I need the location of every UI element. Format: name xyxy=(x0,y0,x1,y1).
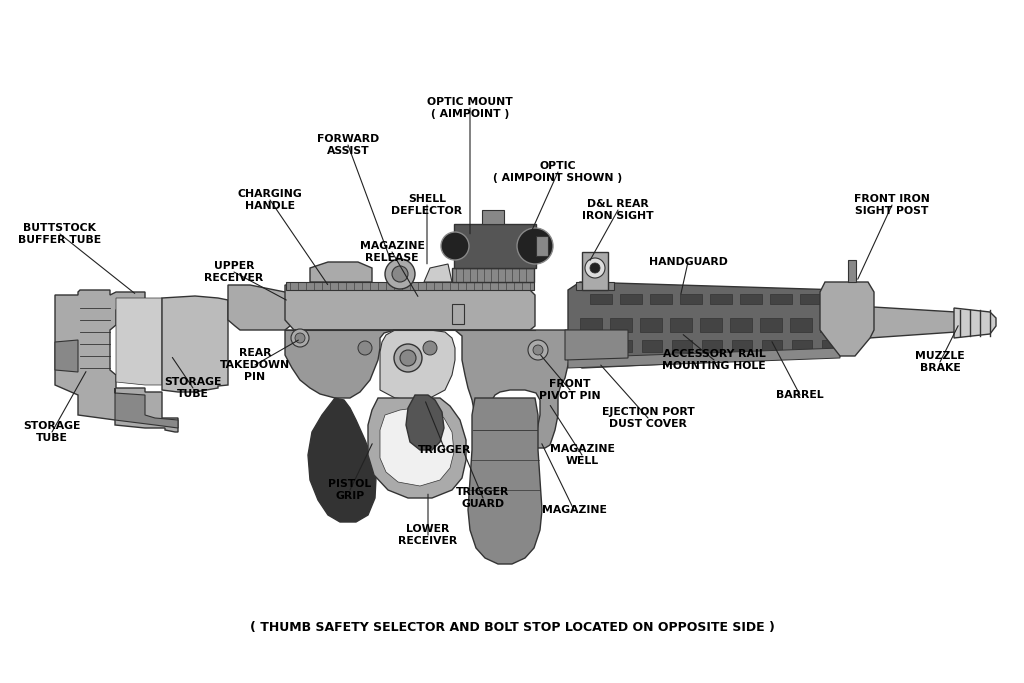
Bar xyxy=(536,236,548,256)
Polygon shape xyxy=(162,296,228,392)
Polygon shape xyxy=(285,285,535,330)
Polygon shape xyxy=(670,318,692,332)
Text: MUZZLE
BRAKE: MUZZLE BRAKE xyxy=(915,351,965,373)
Circle shape xyxy=(441,232,469,260)
Text: MAGAZINE: MAGAZINE xyxy=(542,505,606,515)
Polygon shape xyxy=(790,318,812,332)
Polygon shape xyxy=(610,318,632,332)
Polygon shape xyxy=(424,264,452,282)
Text: FRONT
PIVOT PIN: FRONT PIVOT PIN xyxy=(540,379,601,401)
Polygon shape xyxy=(762,340,782,352)
Text: BARREL: BARREL xyxy=(776,390,824,400)
Text: MAGAZINE
RELEASE: MAGAZINE RELEASE xyxy=(359,241,424,263)
Polygon shape xyxy=(285,330,570,448)
Polygon shape xyxy=(710,294,732,304)
Polygon shape xyxy=(650,294,672,304)
Circle shape xyxy=(400,350,416,366)
Text: ACCESSORY RAIL
MOUNTING HOLE: ACCESSORY RAIL MOUNTING HOLE xyxy=(663,349,766,371)
Polygon shape xyxy=(380,408,454,486)
Circle shape xyxy=(528,340,548,360)
Polygon shape xyxy=(792,340,812,352)
Polygon shape xyxy=(452,268,534,282)
Polygon shape xyxy=(55,340,78,372)
Text: STORAGE
TUBE: STORAGE TUBE xyxy=(164,377,221,399)
Text: PISTOL
GRIP: PISTOL GRIP xyxy=(329,479,372,501)
Polygon shape xyxy=(286,282,534,290)
Bar xyxy=(482,210,504,224)
Text: FORWARD
ASSIST: FORWARD ASSIST xyxy=(316,134,379,156)
Circle shape xyxy=(585,258,605,278)
Polygon shape xyxy=(568,348,840,368)
Polygon shape xyxy=(228,285,295,330)
Bar xyxy=(452,304,464,324)
Polygon shape xyxy=(115,388,178,428)
Text: MAGAZINE
WELL: MAGAZINE WELL xyxy=(550,444,614,466)
Polygon shape xyxy=(310,262,372,282)
Text: ( THUMB SAFETY SELECTOR AND BOLT STOP LOCATED ON OPPOSITE SIDE ): ( THUMB SAFETY SELECTOR AND BOLT STOP LO… xyxy=(250,622,774,635)
Bar xyxy=(848,260,856,282)
Circle shape xyxy=(423,341,437,355)
Polygon shape xyxy=(590,294,612,304)
Text: TRIGGER: TRIGGER xyxy=(419,445,472,455)
Circle shape xyxy=(534,345,543,355)
Circle shape xyxy=(517,228,553,264)
Circle shape xyxy=(295,333,305,343)
Text: UPPER
RECEIVER: UPPER RECEIVER xyxy=(205,261,263,283)
Text: FRONT IRON
SIGHT POST: FRONT IRON SIGHT POST xyxy=(854,194,930,216)
Polygon shape xyxy=(840,305,956,340)
Polygon shape xyxy=(732,340,752,352)
Polygon shape xyxy=(640,318,662,332)
Circle shape xyxy=(291,329,309,347)
Polygon shape xyxy=(454,224,536,268)
Polygon shape xyxy=(702,340,722,352)
Polygon shape xyxy=(612,340,632,352)
Polygon shape xyxy=(820,318,842,332)
Text: STORAGE
TUBE: STORAGE TUBE xyxy=(24,421,81,443)
Text: OPTIC
( AIMPOINT SHOWN ): OPTIC ( AIMPOINT SHOWN ) xyxy=(494,161,623,183)
Circle shape xyxy=(358,341,372,355)
Polygon shape xyxy=(468,398,542,564)
Polygon shape xyxy=(380,330,455,400)
Text: EJECTION PORT
DUST COVER: EJECTION PORT DUST COVER xyxy=(602,407,694,429)
Circle shape xyxy=(392,266,408,282)
Polygon shape xyxy=(575,282,614,290)
Text: BUTTSTOCK
BUFFER TUBE: BUTTSTOCK BUFFER TUBE xyxy=(18,223,101,245)
Polygon shape xyxy=(368,398,466,498)
Circle shape xyxy=(394,344,422,372)
Polygon shape xyxy=(760,318,782,332)
Polygon shape xyxy=(116,298,162,385)
Polygon shape xyxy=(582,252,608,290)
Polygon shape xyxy=(830,294,852,304)
Polygon shape xyxy=(954,308,996,338)
Text: CHARGING
HANDLE: CHARGING HANDLE xyxy=(238,189,302,211)
Polygon shape xyxy=(308,398,376,522)
Polygon shape xyxy=(700,318,722,332)
Polygon shape xyxy=(800,294,822,304)
Text: SHELL
DEFLECTOR: SHELL DEFLECTOR xyxy=(391,194,463,216)
Polygon shape xyxy=(820,282,874,356)
Polygon shape xyxy=(672,340,692,352)
Text: D&L REAR
IRON SIGHT: D&L REAR IRON SIGHT xyxy=(583,199,653,221)
Polygon shape xyxy=(580,318,602,332)
Text: HANDGUARD: HANDGUARD xyxy=(648,257,727,267)
Text: OPTIC MOUNT
( AIMPOINT ): OPTIC MOUNT ( AIMPOINT ) xyxy=(427,97,513,119)
Polygon shape xyxy=(55,290,178,432)
Polygon shape xyxy=(406,395,444,450)
Polygon shape xyxy=(730,318,752,332)
Polygon shape xyxy=(568,282,842,368)
Circle shape xyxy=(590,263,600,273)
Polygon shape xyxy=(565,330,628,360)
Polygon shape xyxy=(642,340,662,352)
Polygon shape xyxy=(582,340,602,352)
Text: REAR
TAKEDOWN
PIN: REAR TAKEDOWN PIN xyxy=(220,348,290,382)
Polygon shape xyxy=(822,340,842,352)
Text: LOWER
RECEIVER: LOWER RECEIVER xyxy=(398,524,458,546)
Text: TRIGGER
GUARD: TRIGGER GUARD xyxy=(457,487,510,509)
Polygon shape xyxy=(620,294,642,304)
Polygon shape xyxy=(740,294,762,304)
Polygon shape xyxy=(770,294,792,304)
Polygon shape xyxy=(680,294,702,304)
Circle shape xyxy=(385,259,415,289)
